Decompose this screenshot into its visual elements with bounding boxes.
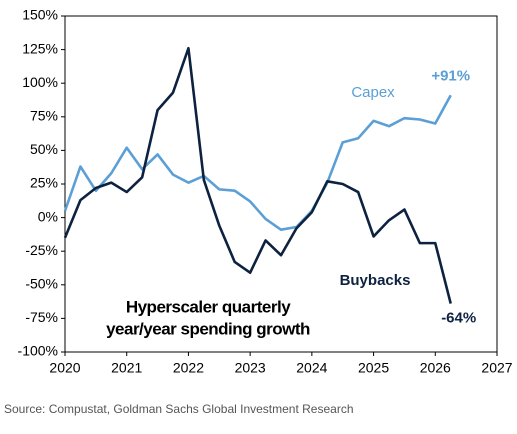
line-series bbox=[63, 94, 452, 231]
x-tick-label: 2026 bbox=[420, 360, 451, 376]
series-label: Capex bbox=[351, 84, 395, 101]
y-tick-label: 150% bbox=[22, 7, 58, 23]
y-tick-label: 50% bbox=[30, 141, 58, 157]
x-tick-label: 2023 bbox=[235, 360, 266, 376]
x-tick-label: 2022 bbox=[173, 360, 204, 376]
chart-title: Hyperscaler quarterly bbox=[126, 297, 291, 316]
y-tick-label: -100% bbox=[18, 343, 58, 359]
x-tick-label: 2021 bbox=[111, 360, 142, 376]
x-tick-label: 2024 bbox=[296, 360, 327, 376]
value-label: +91% bbox=[431, 67, 470, 84]
y-tick-label: -25% bbox=[25, 242, 58, 258]
line-series bbox=[63, 46, 452, 304]
y-tick-label: 100% bbox=[22, 74, 58, 90]
y-tick-label: 25% bbox=[30, 175, 58, 191]
y-tick-label: -50% bbox=[25, 276, 58, 292]
y-tick-label: -75% bbox=[25, 309, 58, 325]
y-tick-label: 0% bbox=[38, 208, 58, 224]
series-label: Buybacks bbox=[340, 272, 411, 289]
y-tick-label: 75% bbox=[30, 108, 58, 124]
x-tick-label: 2025 bbox=[358, 360, 389, 376]
y-tick-label: 125% bbox=[22, 40, 58, 56]
value-label: -64% bbox=[441, 310, 476, 327]
chart-title: year/year spending growth bbox=[106, 319, 310, 338]
x-tick-label: 2027 bbox=[481, 360, 512, 376]
x-tick-label: 2020 bbox=[49, 360, 80, 376]
source-note: Source: Compustat, Goldman Sachs Global … bbox=[4, 402, 354, 416]
